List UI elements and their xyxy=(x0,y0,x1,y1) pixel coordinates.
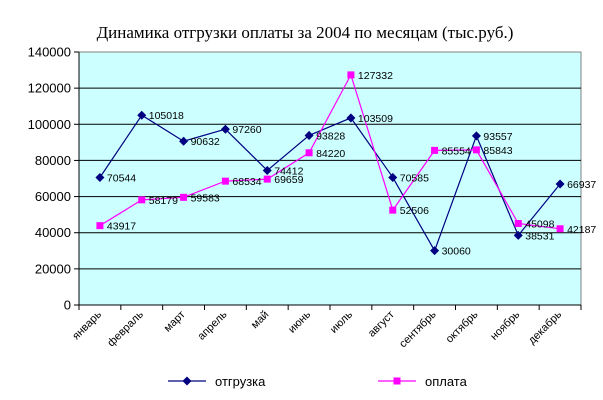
data-point xyxy=(513,230,523,240)
x-tick-label: декабрь xyxy=(526,308,564,346)
data-label: 52506 xyxy=(400,205,429,217)
series-line xyxy=(99,114,561,253)
data-label: 74412 xyxy=(274,166,303,178)
x-tick-label: февраль xyxy=(105,308,146,349)
data-point xyxy=(431,146,439,154)
y-tick-label: 80000 xyxy=(35,153,71,168)
data-label: 70585 xyxy=(400,172,429,184)
data-point xyxy=(304,130,314,140)
x-tick-label: ноябрь xyxy=(488,308,522,342)
data-point xyxy=(430,246,440,256)
y-tick-label: 120000 xyxy=(28,81,71,96)
data-point xyxy=(346,113,356,123)
data-point xyxy=(221,177,229,185)
data-point xyxy=(96,222,104,230)
data-point xyxy=(389,206,397,214)
data-point xyxy=(347,71,355,79)
data-label: 85554 xyxy=(442,145,471,157)
data-point xyxy=(471,131,481,141)
x-axis: январь февраль март апрель май июнь июль август… xyxy=(70,304,582,350)
data-label: 58179 xyxy=(149,195,178,207)
chart-title: Динамика отгрузки оплаты за 2004 по меся… xyxy=(97,23,514,42)
y-tick-label: 0 xyxy=(64,298,71,313)
data-label: 90632 xyxy=(191,136,220,148)
data-label: 103509 xyxy=(358,113,393,125)
x-tick-label: май xyxy=(249,309,272,332)
data-point xyxy=(180,193,188,201)
data-label: 85843 xyxy=(483,145,512,157)
legend-label: оплата xyxy=(425,374,468,389)
y-axis: 0 20000 40000 60000 80000 100000 120000 140000 xyxy=(28,45,80,313)
data-point xyxy=(514,220,522,228)
data-point xyxy=(138,196,146,204)
data-point xyxy=(262,166,272,176)
data-label: 59583 xyxy=(191,192,220,204)
data-label: 84220 xyxy=(316,148,345,160)
data-label: 70544 xyxy=(107,173,136,185)
data-point xyxy=(388,172,398,182)
gridlines xyxy=(79,87,581,270)
data-label: 38531 xyxy=(525,230,554,242)
data-point xyxy=(137,110,147,120)
data-label: 97260 xyxy=(232,124,261,136)
data-label: 127332 xyxy=(358,70,393,82)
data-label: 30060 xyxy=(442,246,471,258)
x-tick-label: сентябрь xyxy=(397,308,439,350)
data-label: 69659 xyxy=(274,174,303,186)
y-tick-label: 60000 xyxy=(35,189,71,204)
x-tick-label: август xyxy=(366,309,397,340)
x-tick-label: январь xyxy=(70,308,104,342)
data-point xyxy=(472,146,480,154)
data-point xyxy=(263,175,271,183)
data-label: 105018 xyxy=(149,110,184,122)
series-group xyxy=(95,71,565,256)
y-tick-label: 140000 xyxy=(28,45,71,60)
data-label: 42187 xyxy=(567,224,596,236)
data-labels: 70544 105018 90632 97260 74412 93828 103509 705… xyxy=(107,70,597,258)
data-point xyxy=(220,124,230,134)
data-point xyxy=(556,225,564,233)
x-tick-label: июль xyxy=(328,308,355,335)
legend: отгрузка оплата xyxy=(168,374,468,389)
data-point xyxy=(179,136,189,146)
data-label: 66937 xyxy=(567,179,596,191)
data-label: 93828 xyxy=(316,130,345,142)
x-tick-label: апрель xyxy=(196,308,230,342)
data-label: 93557 xyxy=(483,131,512,143)
y-tick-label: 20000 xyxy=(35,261,71,276)
x-tick-label: март xyxy=(162,309,188,335)
x-tick-label: июнь xyxy=(286,308,313,335)
data-point xyxy=(305,149,313,157)
legend-marker xyxy=(393,377,401,385)
series-line xyxy=(99,73,561,230)
data-label: 68534 xyxy=(232,176,261,188)
x-tick-label: октябрь xyxy=(444,308,481,345)
y-tick-label: 40000 xyxy=(35,225,71,240)
y-tick-label: 100000 xyxy=(28,117,71,132)
data-label: 43917 xyxy=(107,221,136,233)
legend-marker xyxy=(182,376,192,386)
data-point xyxy=(555,179,565,189)
data-label: 45098 xyxy=(525,219,554,231)
legend-label: отгрузка xyxy=(215,374,266,389)
plot-area xyxy=(78,51,582,306)
data-point xyxy=(95,173,105,183)
